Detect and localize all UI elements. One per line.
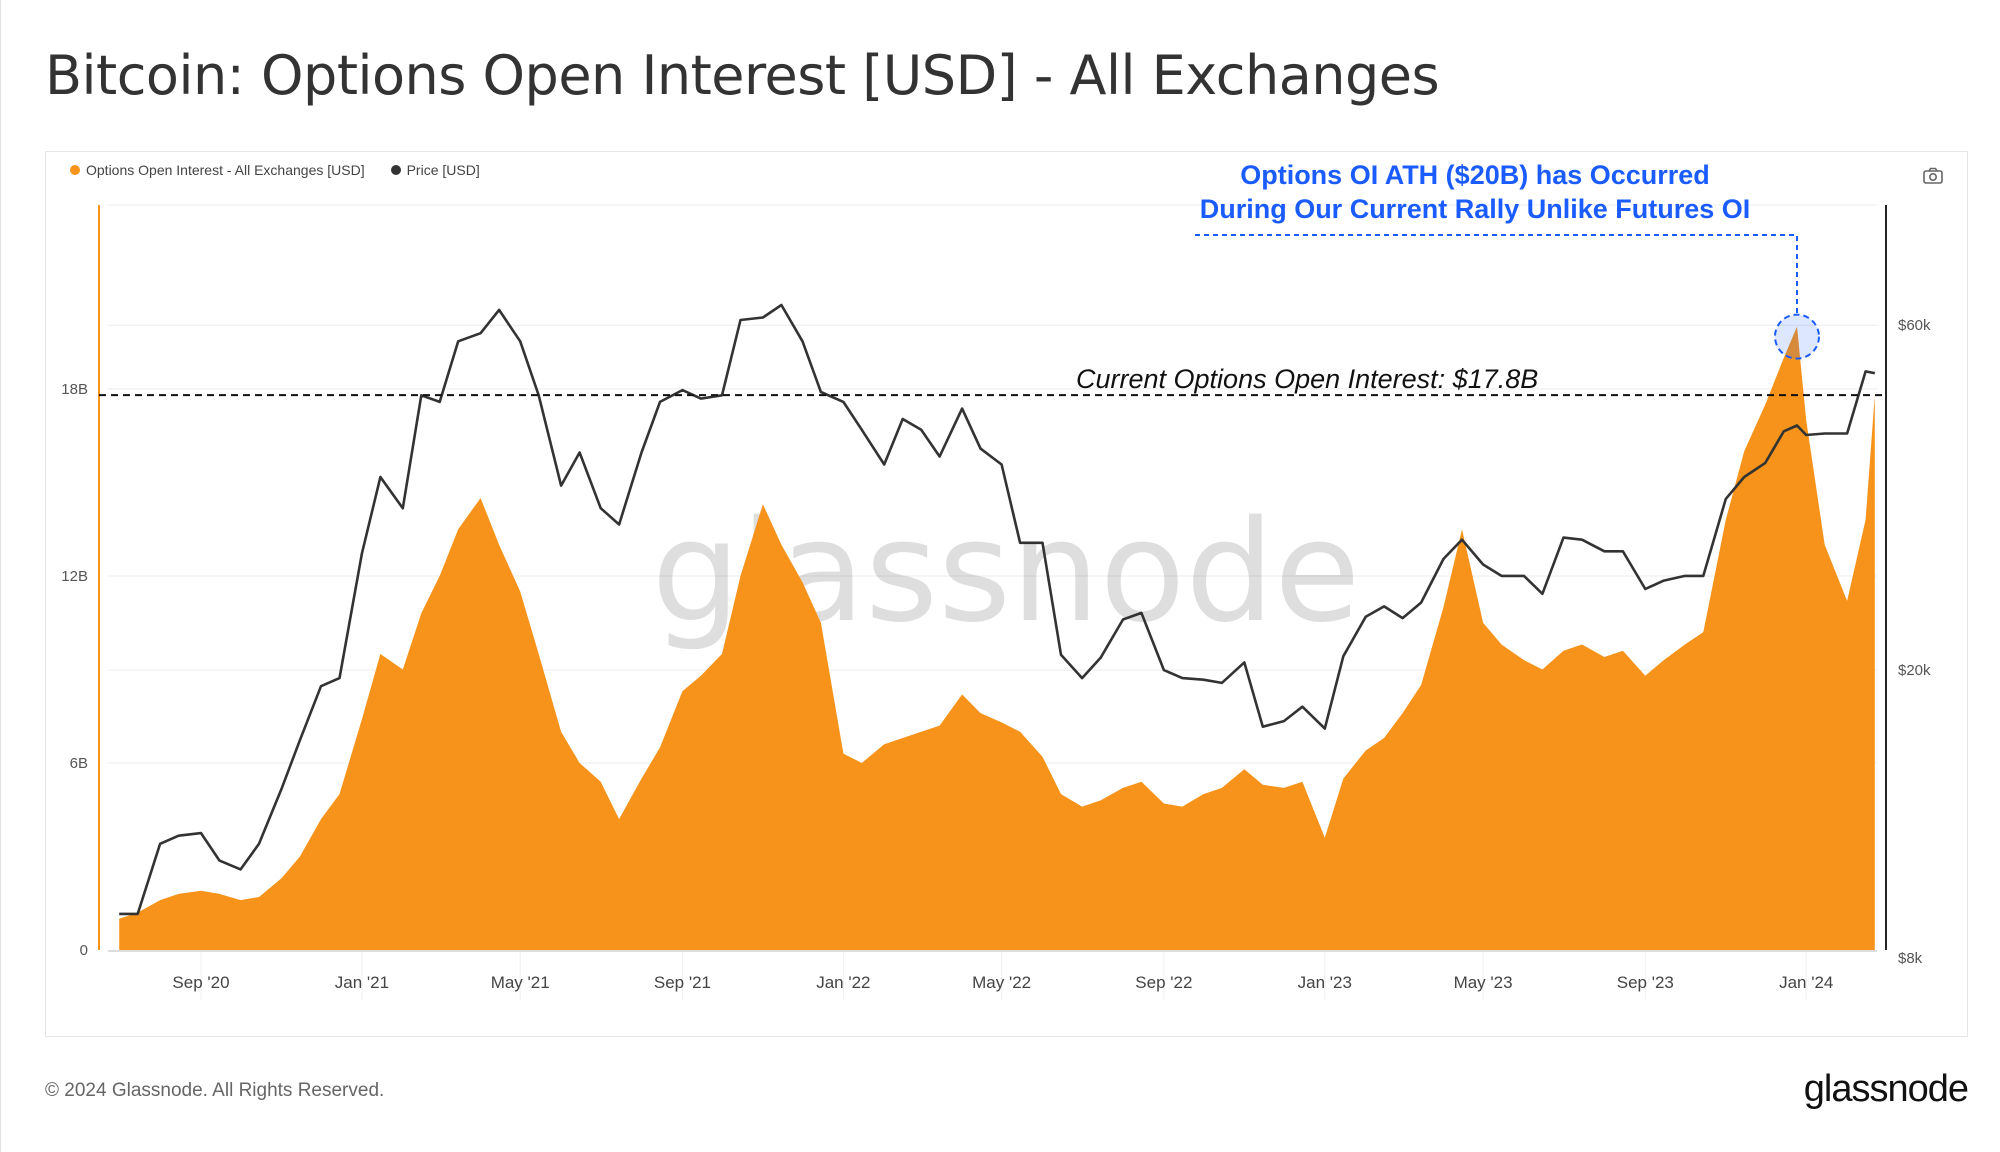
oi-area: [119, 326, 1875, 951]
legend-item-price[interactable]: Price [USD]: [390, 162, 480, 178]
page-title: Bitcoin: Options Open Interest [USD] - A…: [45, 44, 1440, 107]
x-tick-label: May '23: [1454, 973, 1513, 992]
y-left-tick-label: 12B: [61, 568, 88, 585]
y-left-tick-label: 6B: [70, 755, 88, 772]
annotation-connector: [1195, 234, 1798, 315]
chart-container: [45, 151, 1968, 1037]
x-tick-label: Sep '23: [1617, 973, 1674, 992]
x-tick-label: Sep '21: [654, 973, 711, 992]
x-tick-label: Sep '22: [1135, 973, 1192, 992]
annotation-line-2: During Our Current Rally Unlike Futures …: [1199, 194, 1751, 224]
annotation-line-1: Options OI ATH ($20B) has Occurred: [1240, 160, 1710, 190]
y-right-tick-label: $8k: [1898, 950, 1923, 967]
page-border: [0, 0, 1, 1152]
x-tick-label: May '22: [972, 973, 1031, 992]
x-tick-label: Jan '23: [1298, 973, 1352, 992]
y-right-tick-label: $60k: [1898, 317, 1931, 334]
x-tick-label: Sep '20: [172, 973, 229, 992]
x-tick-label: Jan '22: [816, 973, 870, 992]
y-left-tick-label: 0: [80, 942, 88, 959]
legend-dot-oi: [70, 165, 80, 175]
copyright: © 2024 Glassnode. All Rights Reserved.: [45, 1080, 385, 1101]
glassnode-logo: glassnode: [1803, 1068, 1969, 1110]
current-oi-label: Current Options Open Interest: $17.8B: [1076, 364, 1539, 394]
y-right-tick-label: $20k: [1898, 662, 1931, 679]
legend-label-price: Price [USD]: [406, 162, 480, 178]
x-tick-label: Jan '21: [335, 973, 389, 992]
x-tick-label: May '21: [491, 973, 550, 992]
y-left-tick-label: 18B: [61, 381, 88, 398]
legend-dot-price: [390, 165, 401, 175]
ath-highlight-circle: [1773, 313, 1820, 360]
legend: Options Open Interest - All Exchanges [U…: [70, 162, 480, 178]
camera-icon[interactable]: [1922, 166, 1944, 186]
price-line: [119, 303, 1876, 916]
legend-label-oi: Options Open Interest - All Exchanges [U…: [86, 162, 365, 178]
legend-item-oi[interactable]: Options Open Interest - All Exchanges [U…: [70, 162, 365, 178]
x-tick-label: Jan '24: [1779, 973, 1833, 992]
